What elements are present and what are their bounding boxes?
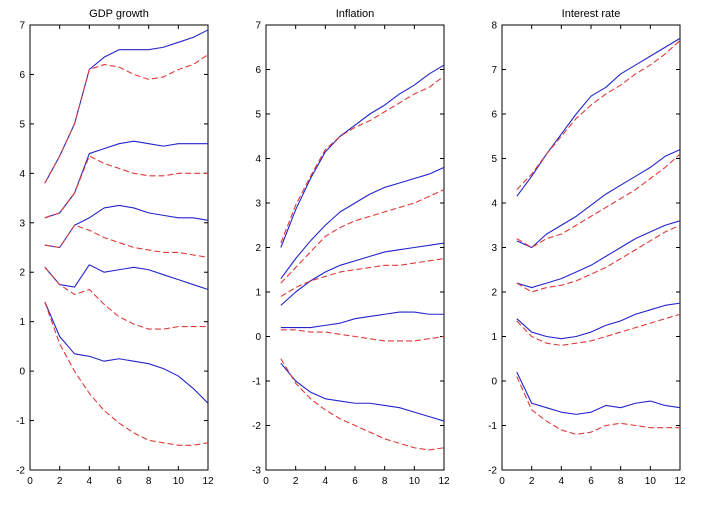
chart-title-gdp-growth: GDP growth [89, 8, 149, 20]
y-tick-label: 5 [19, 119, 25, 130]
series-band2-blue-solid [516, 149, 681, 249]
x-tick-label: 6 [116, 476, 122, 487]
series-band5-red-dashed [44, 301, 209, 446]
series-band2-red-dashed [280, 189, 445, 284]
y-tick-label: -1 [252, 377, 261, 388]
series-band3-blue-solid [44, 204, 209, 249]
y-tick-label: 0 [255, 332, 261, 343]
panel-inflation: Inflation 0 2 4 6 8 10 12 -3 -2 -1 0 1 2 3 4 5 6 7 [236, 0, 472, 511]
y-tick-label: 5 [491, 154, 497, 165]
y-tick-label: 6 [491, 110, 497, 121]
y-tick-label: -2 [16, 466, 25, 477]
y-tick-label: -3 [252, 466, 261, 477]
series-band3-blue-solid [280, 242, 445, 306]
x-tick-label: 10 [409, 476, 421, 487]
y-tick-label: 3 [491, 243, 497, 254]
x-tick-label: 2 [57, 476, 63, 487]
chart-title-interest-rate: Interest rate [561, 8, 621, 20]
y-tick-label: 3 [19, 218, 25, 229]
x-tick-label: 12 [674, 476, 686, 487]
x-tick-label: 0 [499, 476, 505, 487]
series-band5-blue-solid [44, 301, 209, 404]
y-tick-label: 1 [19, 317, 25, 328]
series-band1-blue-solid [44, 29, 209, 184]
x-tick-label: 12 [202, 476, 214, 487]
series-band1-blue-solid [280, 64, 445, 248]
series-band2-red-dashed [44, 155, 208, 219]
x-tick-label: 0 [27, 476, 33, 487]
x-tick-label: 4 [87, 476, 93, 487]
y-tick-label: 6 [255, 65, 261, 76]
y-tick-label: 1 [491, 332, 497, 343]
y-tick-label: 6 [19, 70, 25, 81]
y-tick-label: 3 [255, 199, 261, 210]
y-tick-label: 7 [255, 21, 261, 32]
series-band3-red-dashed [516, 224, 681, 293]
x-tick-label: 8 [146, 476, 152, 487]
series-band4-blue-solid [516, 302, 681, 340]
series-band5-blue-solid [516, 371, 681, 415]
x-tick-label: 6 [352, 476, 358, 487]
y-tick-label: 1 [255, 288, 261, 299]
x-tick-label: 8 [618, 476, 624, 487]
y-tick-label: -2 [488, 466, 497, 477]
series-band2-blue-solid [280, 166, 445, 279]
series-band2-red-dashed [516, 153, 681, 249]
series-band4-blue-solid [44, 264, 209, 291]
series-band1-red-dashed [44, 54, 209, 184]
series-band1-red-dashed [280, 75, 445, 244]
y-tick-label: 7 [19, 21, 25, 32]
panel-interest-rate: Interest rate 0 2 4 6 8 10 12 -2 -1 0 1 2 3 4 5 6 7 8 [472, 0, 708, 511]
y-tick-label: 4 [19, 169, 25, 180]
y-tick-label: 2 [255, 243, 261, 254]
chart-title-inflation: Inflation [335, 8, 375, 20]
x-tick-label: 10 [645, 476, 657, 487]
series-band4-red-dashed [516, 313, 681, 346]
series-band1-blue-solid [516, 37, 681, 197]
x-tick-label: 10 [173, 476, 185, 487]
y-tick-label: 4 [491, 199, 497, 210]
x-tick-label: 0 [263, 476, 269, 487]
y-tick-label: 4 [255, 154, 261, 165]
series-band3-red-dashed [280, 258, 445, 297]
x-tick-label: 6 [588, 476, 594, 487]
x-tick-label: 2 [293, 476, 299, 487]
series-band5-red-dashed [516, 376, 680, 435]
series-band1-red-dashed [516, 40, 681, 191]
x-tick-label: 2 [529, 476, 535, 487]
panel-gdp-growth: GDP growth 0 2 4 6 8 10 12 -2 -1 0 1 2 3 4 5 6 7 [0, 0, 236, 511]
x-tick-label: 4 [323, 476, 329, 487]
series-band3-blue-solid [516, 220, 681, 289]
y-tick-label: 2 [491, 288, 497, 299]
series-band4-blue-solid [280, 311, 444, 329]
y-tick-label: -2 [252, 421, 261, 432]
y-tick-label: -1 [16, 416, 25, 427]
series-band4-red-dashed [44, 266, 208, 330]
x-tick-label: 8 [382, 476, 388, 487]
series-band4-red-dashed [280, 329, 445, 342]
y-tick-label: 8 [491, 21, 497, 32]
y-tick-label: 5 [255, 110, 261, 121]
y-tick-label: 2 [19, 268, 25, 279]
y-tick-label: -1 [488, 421, 497, 432]
series-band5-red-dashed [280, 358, 445, 451]
series-band3-red-dashed [44, 224, 209, 258]
y-tick-label: 0 [491, 377, 497, 388]
y-tick-label: 7 [491, 65, 497, 76]
y-tick-label: 0 [19, 367, 25, 378]
x-tick-label: 12 [438, 476, 450, 487]
x-tick-label: 4 [559, 476, 565, 487]
series-band5-blue-solid [280, 362, 445, 422]
